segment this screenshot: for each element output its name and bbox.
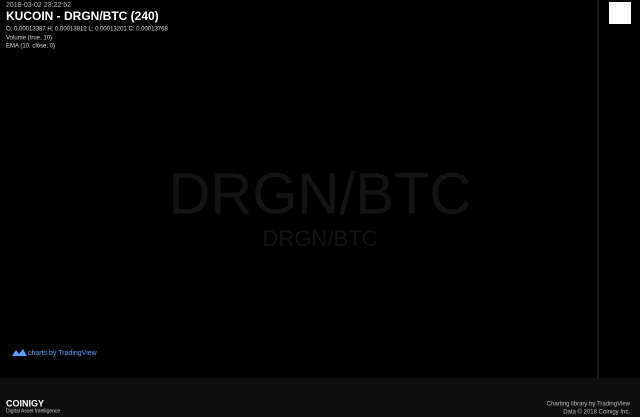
footer-data: Data © 2018 Coinigy Inc. [563,409,630,416]
ohlc-header: O: 0.00013387 H: 0.00013812 L: 0.0001320… [6,27,168,33]
footer-brand: COINIGY [6,398,44,408]
credit-icon [12,349,27,356]
footer [0,378,640,417]
indicator-label: EMA (10, close, 0) [6,44,55,50]
logo-box[interactable] [609,2,631,24]
price-axis [598,0,640,417]
footer-library: Charting library by TradingView [547,402,631,408]
chart-title: KUCOIN - DRGN/BTC (240) [6,9,159,23]
credit: charts by TradingView [28,350,98,357]
watermark-small: DRGN/BTC [263,226,378,251]
indicator-label: Volume (true, 10) [6,36,52,42]
watermark: DRGN/BTC [169,161,472,226]
timestamp: 2018-03-02 23:22:52 [6,2,71,9]
footer-tagline[interactable]: Digital Asset Intelligence [6,408,60,414]
